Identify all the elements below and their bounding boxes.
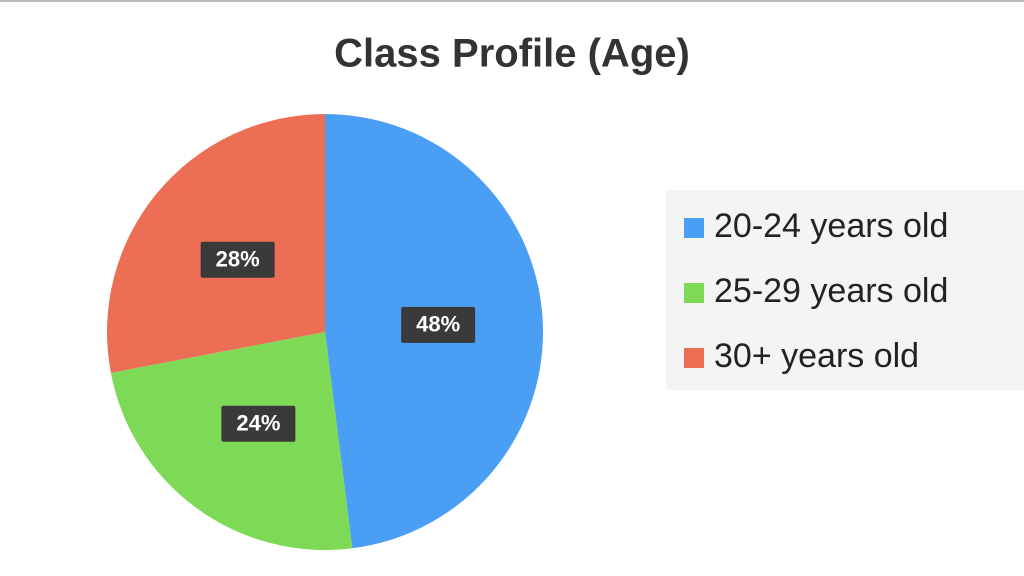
- legend-label: 25-29 years old: [714, 272, 948, 310]
- legend-swatch: [684, 348, 704, 368]
- legend-box: [666, 190, 1024, 390]
- data-label: 24%: [236, 411, 280, 436]
- chart-title: Class Profile (Age): [334, 32, 690, 76]
- data-label-box: [200, 241, 275, 278]
- legend-swatch: [684, 283, 704, 303]
- data-label: 48%: [416, 312, 460, 337]
- data-label-box: [221, 405, 296, 442]
- legend-label: 20-24 years old: [714, 207, 948, 245]
- legend-swatch: [684, 218, 704, 238]
- data-label: 28%: [216, 247, 260, 272]
- data-label-box: [401, 306, 476, 343]
- legend-label: 30+ years old: [714, 337, 919, 375]
